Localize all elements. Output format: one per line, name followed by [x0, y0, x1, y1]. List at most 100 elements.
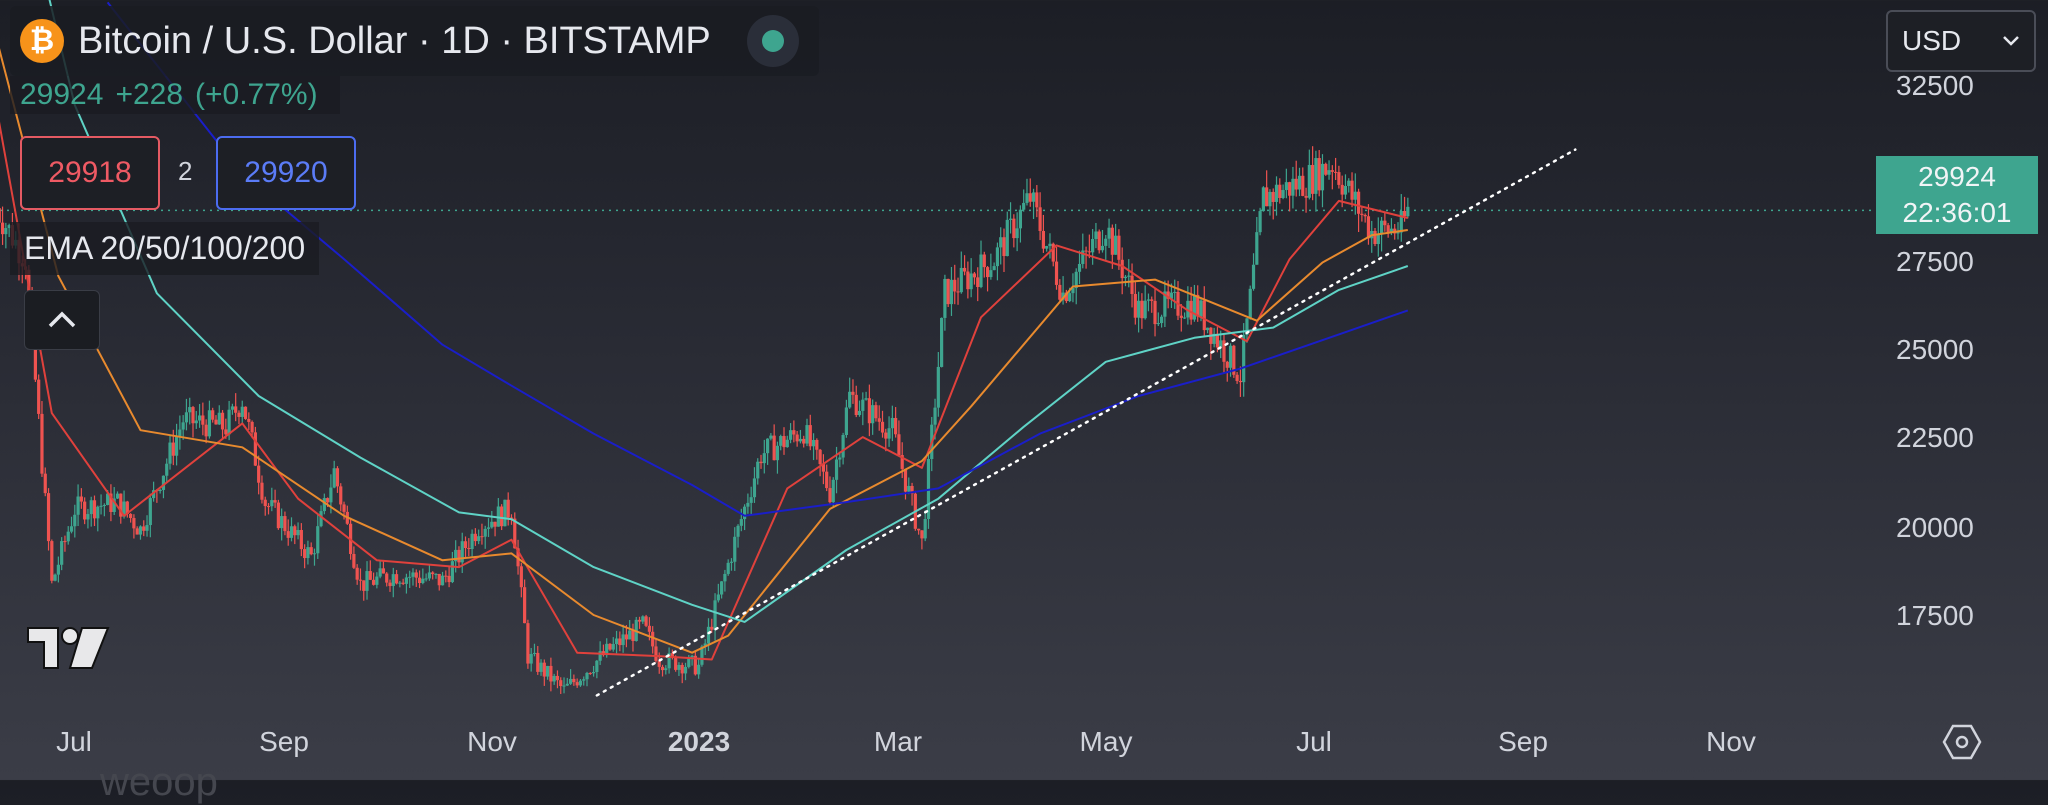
candle-body	[624, 634, 629, 640]
x-axis-tick: Sep	[1498, 726, 1548, 757]
price-chart[interactable]	[0, 0, 2048, 780]
candle-body	[165, 463, 169, 476]
candle-body	[1110, 227, 1114, 255]
candle-body	[60, 541, 64, 565]
candle-body	[1091, 238, 1095, 253]
market-status-button[interactable]	[746, 15, 799, 67]
candle-body	[253, 432, 257, 466]
candle-body	[956, 291, 960, 293]
candle-body	[851, 391, 855, 395]
candle-body	[1058, 284, 1062, 300]
candle-body	[1015, 228, 1019, 239]
candle-body	[270, 500, 274, 507]
candle-body	[1182, 317, 1187, 319]
candle-body	[595, 660, 599, 673]
candle-body	[73, 514, 77, 527]
candle-body	[89, 500, 93, 515]
collapse-legend-button[interactable]	[24, 290, 100, 350]
candle-body	[467, 548, 471, 550]
candle-body	[56, 564, 60, 575]
symbol-title[interactable]: Bitcoin / U.S. Dollar · 1D · BITSTAMP	[78, 19, 711, 62]
candle-body	[818, 449, 822, 465]
candle-body	[4, 228, 8, 235]
indicator-label[interactable]: EMA 20/50/100/200	[10, 222, 320, 275]
y-axis-tick: 22500	[1896, 422, 1974, 453]
candle-body	[985, 267, 990, 278]
candle-body	[591, 672, 596, 674]
candle-body	[1373, 230, 1377, 245]
candle-body	[693, 655, 697, 675]
candle-body	[578, 680, 583, 686]
candle-body	[923, 518, 927, 539]
candle-body	[1008, 218, 1013, 220]
candle-body	[989, 270, 993, 278]
chart-area[interactable]	[0, 0, 2048, 780]
candle-body	[1166, 291, 1170, 299]
candle-body	[795, 434, 799, 442]
candle-body	[1094, 231, 1098, 239]
currency-select[interactable]: USD	[1886, 10, 2036, 72]
candle-body	[513, 518, 517, 549]
candle-body	[66, 531, 70, 542]
candle-body	[454, 549, 458, 562]
candle-body	[46, 493, 51, 542]
candle-body	[1202, 300, 1206, 331]
candle-body	[995, 247, 1000, 267]
candle-body	[1330, 170, 1334, 172]
candle-body	[736, 525, 740, 537]
chevron-down-icon	[2003, 36, 2019, 46]
candle-body	[1104, 238, 1108, 246]
buy-button[interactable]: 29920	[216, 136, 356, 210]
candle-body	[286, 531, 290, 538]
x-axis-tick: Sep	[259, 726, 309, 757]
candle-body	[329, 487, 333, 503]
candle-body	[1343, 185, 1348, 195]
candle-body	[834, 459, 839, 480]
candle-body	[129, 513, 133, 519]
candle-body	[1048, 243, 1052, 247]
candle-body	[437, 573, 441, 586]
ema-100-line	[48, 0, 1409, 623]
candle-body	[1192, 294, 1197, 320]
candle-body	[654, 646, 658, 661]
candle-body	[854, 394, 858, 416]
candle-body	[115, 493, 120, 499]
candle-body	[463, 541, 468, 549]
candle-body	[1225, 361, 1229, 368]
candle-body	[831, 479, 835, 503]
candle-body	[371, 579, 376, 585]
candle-body	[158, 489, 162, 492]
candle-body	[450, 561, 454, 583]
candle-body	[982, 254, 986, 268]
candle-body	[201, 415, 205, 425]
candle-body	[1002, 237, 1006, 257]
candle-body	[230, 406, 235, 410]
candle-body	[953, 279, 957, 292]
y-axis-tick: 32500	[1896, 70, 1974, 101]
candle-body	[280, 516, 284, 529]
candle-body	[168, 442, 172, 464]
candle-body	[440, 575, 445, 586]
candle-body	[844, 407, 848, 436]
sell-button[interactable]: 29918	[20, 136, 160, 210]
candle-body	[588, 672, 592, 674]
candle-body	[283, 516, 287, 532]
candle-body	[1268, 191, 1272, 207]
candle-body	[585, 672, 589, 680]
candle-body	[1297, 175, 1302, 190]
candle-body	[1156, 323, 1160, 325]
candle-body	[240, 406, 244, 417]
candle-body	[788, 430, 793, 440]
candle-body	[188, 407, 192, 413]
tradingview-logo-icon[interactable]	[26, 626, 110, 670]
candle-body	[1064, 292, 1068, 302]
candle-body	[743, 506, 747, 520]
candle-body	[1028, 193, 1032, 202]
candle-body	[1320, 163, 1325, 191]
candle-body	[1324, 163, 1328, 175]
chart-settings-button[interactable]	[1940, 722, 1984, 762]
candle-body	[273, 500, 277, 503]
candle-body	[549, 665, 553, 682]
candle-body	[303, 549, 307, 559]
candle-body	[670, 653, 674, 657]
